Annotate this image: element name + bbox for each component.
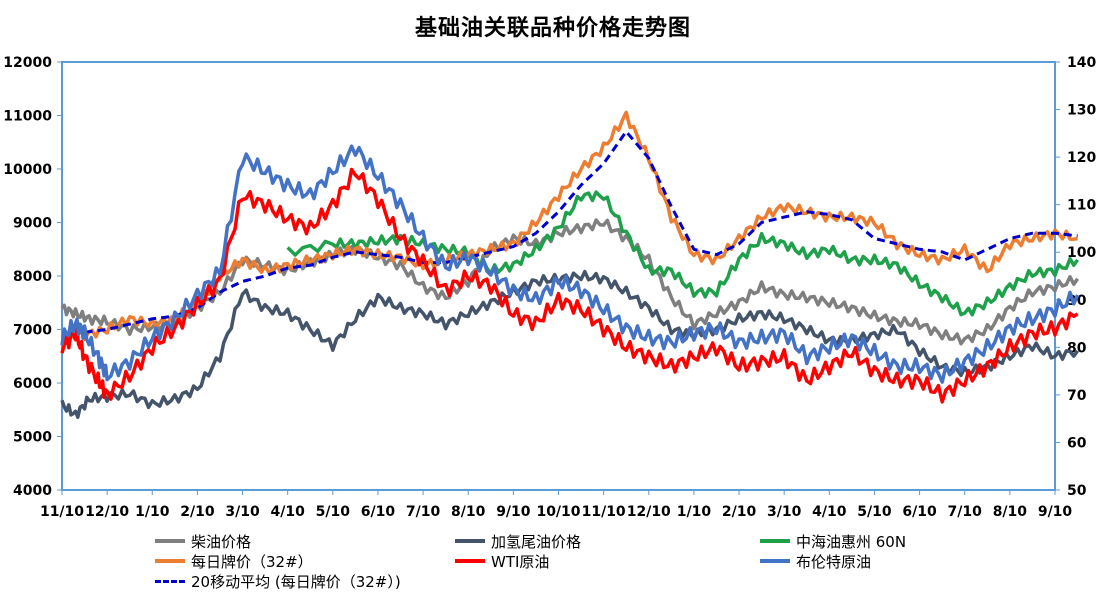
x-tick-label: 11/10	[582, 504, 626, 520]
left-axis: 4000 5000 6000 7000 8000 9000 10000 11000 12000	[3, 55, 62, 499]
series-line-5	[60, 144, 1080, 384]
legend-swatch	[455, 539, 485, 543]
x-tick-label: 1/10	[677, 504, 712, 520]
left-tick-label: 8000	[13, 269, 52, 285]
legend-item: 每日牌价（32#）	[155, 551, 313, 571]
x-tick-label: 9/10	[496, 504, 531, 520]
right-tick-label: 130	[1067, 103, 1096, 119]
legend-swatch	[155, 539, 185, 543]
left-tick-label: 11000	[3, 109, 52, 125]
plot-frame	[61, 61, 1056, 491]
series-line-6	[84, 130, 1078, 334]
legend-label: 柴油价格	[191, 532, 252, 551]
legend-swatch	[155, 559, 185, 563]
legend-label: 布伦特原油	[796, 552, 872, 571]
right-tick-label: 100	[1067, 245, 1096, 261]
x-tick-label: 11/10	[40, 504, 84, 520]
x-tick-label: 7/10	[948, 504, 983, 520]
x-tick-label: 2/10	[722, 504, 757, 520]
right-tick-label: 140	[1067, 55, 1096, 71]
legend-item: 布伦特原油	[760, 551, 871, 571]
x-tick-label: 3/10	[767, 504, 802, 520]
x-tick-label: 4/10	[271, 504, 306, 520]
legend-label: 每日牌价（32#）	[191, 552, 313, 571]
x-tick-label: 8/10	[451, 504, 486, 520]
x-tick-label: 5/10	[316, 504, 351, 520]
series-line-3	[60, 110, 1078, 341]
x-tick-label: 1/10	[135, 504, 170, 520]
legend-item: 柴油价格	[155, 531, 251, 551]
legend-label: 20移动平均 (每日牌价（32#）)	[191, 572, 401, 591]
series-line-4	[60, 167, 1079, 404]
legend-item: WTI原油	[455, 551, 549, 571]
series-line-0	[60, 218, 1080, 346]
right-tick-label: 70	[1067, 388, 1087, 404]
x-tick-label: 12/10	[85, 504, 129, 520]
legend-swatch	[760, 539, 790, 543]
right-tick-label: 50	[1067, 483, 1087, 499]
series-layer	[60, 110, 1080, 419]
x-tick-label: 4/10	[812, 504, 847, 520]
x-axis: 11/10 12/10 1/10 2/10 3/10 4/10 5/10 6/10 7/10 8/…	[40, 490, 1072, 520]
x-tick-label: 12/10	[627, 504, 671, 520]
x-tick-label: 5/10	[857, 504, 892, 520]
x-tick-label: 10/10	[536, 504, 580, 520]
chart-title: 基础油关联品种价格走势图	[414, 16, 691, 41]
legend-item: 20移动平均 (每日牌价（32#）)	[155, 571, 401, 591]
legend-label: 中海油惠州 60N	[796, 532, 907, 551]
x-tick-label: 2/10	[180, 504, 215, 520]
x-tick-label: 8/10	[993, 504, 1028, 520]
right-tick-label: 110	[1067, 198, 1096, 214]
x-tick-label: 7/10	[406, 504, 441, 520]
left-tick-label: 6000	[13, 376, 52, 392]
plot-border	[61, 61, 1056, 491]
series-line-2	[286, 190, 1080, 317]
legend-swatch	[455, 559, 485, 563]
x-tick-label: 6/10	[361, 504, 396, 520]
legend-label: 加氢尾油价格	[491, 532, 582, 551]
legend-swatch	[155, 579, 185, 583]
legend-item: 加氢尾油价格	[455, 531, 581, 551]
left-tick-label: 12000	[3, 55, 52, 71]
right-tick-label: 60	[1067, 435, 1087, 451]
right-tick-label: 120	[1067, 150, 1096, 166]
left-tick-label: 4000	[13, 483, 52, 499]
left-tick-label: 5000	[13, 430, 52, 446]
x-tick-label: 3/10	[225, 504, 260, 520]
legend-swatch	[760, 559, 790, 563]
x-tick-label: 6/10	[902, 504, 937, 520]
left-tick-label: 10000	[3, 162, 52, 178]
left-tick-label: 9000	[13, 216, 52, 232]
legend-label: WTI原油	[491, 552, 550, 571]
left-tick-label: 7000	[13, 323, 52, 339]
legend-item: 中海油惠州 60N	[760, 531, 906, 551]
x-tick-label: 9/10	[1038, 504, 1073, 520]
